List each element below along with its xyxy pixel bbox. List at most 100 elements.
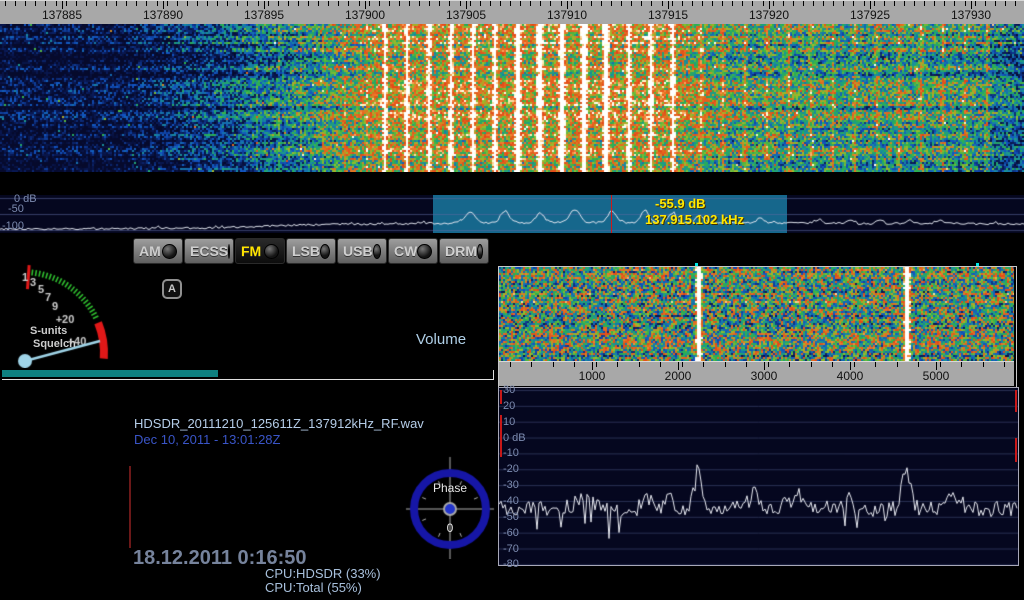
lo-label: LO (136, 278, 162, 299)
mode-button-cw[interactable]: CW (388, 238, 438, 264)
mode-button-fm[interactable]: FM (235, 238, 285, 264)
mode-button-row: AM ECSS FM LSB USB CW DRM (133, 238, 490, 264)
waterfall-label: Waterfall (689, 567, 752, 584)
mode-led-icon (264, 243, 279, 259)
avg-label: Avg (970, 568, 998, 585)
af-spectrum-trace (499, 388, 1018, 565)
smeter-caption-2: Squelch (33, 338, 76, 350)
freq-tick-label: 137900 (344, 8, 386, 22)
cpu-hdsdr-label: CPU:HDSDR (33%) (265, 566, 381, 581)
despread-button[interactable]: Despread (137, 568, 207, 585)
edge-marker (500, 415, 502, 457)
spectrum-label: Spectrum (689, 582, 758, 599)
playback-progress-bar[interactable] (2, 370, 494, 380)
af-db-tick-label: -50 (503, 510, 519, 523)
avg-label: Avg (970, 238, 998, 255)
rf-frequency-scale[interactable]: 137885 137890 137895 137900 137905 137910 1379… (0, 0, 1024, 24)
mode-button-am[interactable]: AM (133, 238, 183, 264)
extio-button[interactable]: ExtIO (424, 308, 465, 325)
dropdown-arrow-icon[interactable]: ▼ (921, 567, 938, 584)
avg-dropdown[interactable]: 1 ▼ (908, 567, 938, 584)
freq-tick-label: 2000 (664, 369, 692, 383)
cursor-freq-readout: 137.915.102 kHz (645, 212, 745, 227)
mode-led-icon (162, 243, 177, 259)
freq-tick-label: 4000 (836, 369, 864, 383)
freq-tick-label: 137920 (748, 8, 790, 22)
rbw-label: RBW 11.7 Hz (807, 238, 903, 255)
tune-label: Tune (133, 308, 181, 331)
rf-waterfall-display[interactable] (0, 0, 1024, 172)
tune-cursor-line[interactable] (611, 195, 612, 233)
af-db-tick-label: -60 (503, 526, 519, 539)
arrow-right-icon[interactable]: ▸ (761, 570, 770, 587)
avg-dropdown[interactable]: 1 ▼ (908, 237, 938, 254)
arrow-left-icon[interactable]: ◂ (753, 570, 762, 587)
rf-spectrum-display[interactable]: 0 dB -50 -100 -55.9 dB 137.915.102 kHz (0, 193, 1024, 233)
mode-button-ecss[interactable]: ECSS (184, 238, 234, 264)
af-waterfall-display[interactable] (499, 267, 1014, 361)
volume-label: Volume (416, 331, 467, 348)
edge-marker (1015, 438, 1017, 462)
arrow-left-icon[interactable]: ◂ (753, 240, 762, 257)
freq-tick-label: 137885 (41, 8, 83, 22)
freq-tick-label: 137910 (546, 8, 588, 22)
freqmgr-button[interactable]: FreqMgr (424, 272, 485, 289)
mode-led-icon (372, 243, 381, 259)
af-db-tick-label: -20 (503, 463, 519, 476)
af-marker-tick (695, 263, 698, 267)
db-label: -100 (2, 220, 25, 232)
agc-off-button[interactable]: AGC Off (137, 550, 198, 567)
mode-button-drm[interactable]: DRM (439, 238, 489, 264)
cpu-total-label: CPU:Total (55%) (265, 580, 362, 595)
phase-title: Phase (432, 481, 468, 495)
freq-tick-label: 3000 (750, 369, 778, 383)
spectrum-label: Spectrum (689, 252, 758, 269)
rbw-label: RBW 11.7 Hz (807, 568, 903, 585)
band-arrows-button[interactable]: ◂▸ (753, 568, 800, 587)
recording-timestamp: Dec 10, 2011 - 13:01:28Z (134, 432, 281, 447)
freq-tick-label: 137905 (445, 8, 487, 22)
waterfall-label: Waterfall (689, 237, 752, 254)
edge-marker (500, 390, 502, 404)
cpu-total-bar (135, 583, 259, 590)
tune-frequency-display[interactable]: 0137.913.702 (185, 302, 283, 319)
mode-button-lsb[interactable]: LSB (286, 238, 336, 264)
dsp-panel: NR NB Notch Mute AGC Off Despread CW ZAP… (131, 466, 393, 600)
af-frequency-scale[interactable]: 1000 2000 3000 4000 5000 (499, 361, 1014, 386)
nr-button[interactable]: NR (137, 472, 161, 489)
freq-tick-label: 137895 (243, 8, 285, 22)
af-display-controls-bottom: Waterfall Spectrum ◂▸ RBW 11.7 Hz Zoom 1… (497, 566, 1024, 599)
freq-tick-label: 5000 (922, 369, 950, 383)
phase-value: 0 (446, 521, 454, 535)
dropdown-arrow-icon[interactable]: ▼ (921, 237, 938, 254)
af-display-controls-top: Waterfall Spectrum ◂▸ RBW 11.7 Hz Zoom 1… (497, 236, 1024, 269)
cw-zap-button[interactable]: CW ZAP (135, 592, 393, 600)
af-db-tick-label: -10 (503, 447, 519, 460)
mode-led-icon (228, 243, 231, 259)
db-label: -50 (8, 203, 24, 215)
s-meter[interactable] (3, 253, 130, 368)
band-arrows-button[interactable]: ◂▸ (753, 238, 800, 257)
af-spectrum-display[interactable]: 30 20 10 0 dB -10 -20 -30 -40 -50 -60 -70 -80 (498, 384, 1019, 570)
edge-marker (1015, 390, 1017, 412)
speed-label: Speed (965, 582, 1012, 599)
lo-auto-badge[interactable]: A (162, 279, 182, 299)
arrow-right-icon[interactable]: ▸ (761, 240, 770, 257)
mode-button-usb[interactable]: USB (337, 238, 387, 264)
phase-scope[interactable] (404, 453, 496, 559)
lo-frequency-display[interactable]: 0137.911.600 (185, 266, 282, 283)
smeter-caption-1: S-units (30, 325, 68, 337)
freq-tick-label: 137930 (950, 8, 992, 22)
recording-filename: HDSDR_20111210_125611Z_137912kHz_RF.wav (134, 416, 424, 431)
rf-spectrum-trace (0, 195, 1024, 233)
freq-tick-label: 137925 (849, 8, 891, 22)
nb-button[interactable]: NB (137, 490, 160, 507)
af-db-tick-label: -40 (503, 494, 519, 507)
notch-button[interactable]: Notch (137, 508, 179, 525)
cpu-hdsdr-bar (135, 570, 259, 577)
mute-button[interactable]: Mute (137, 532, 173, 549)
zoom-label: Zoom (839, 252, 880, 269)
mode-led-icon (417, 243, 432, 259)
zoom-label: Zoom (839, 582, 880, 599)
